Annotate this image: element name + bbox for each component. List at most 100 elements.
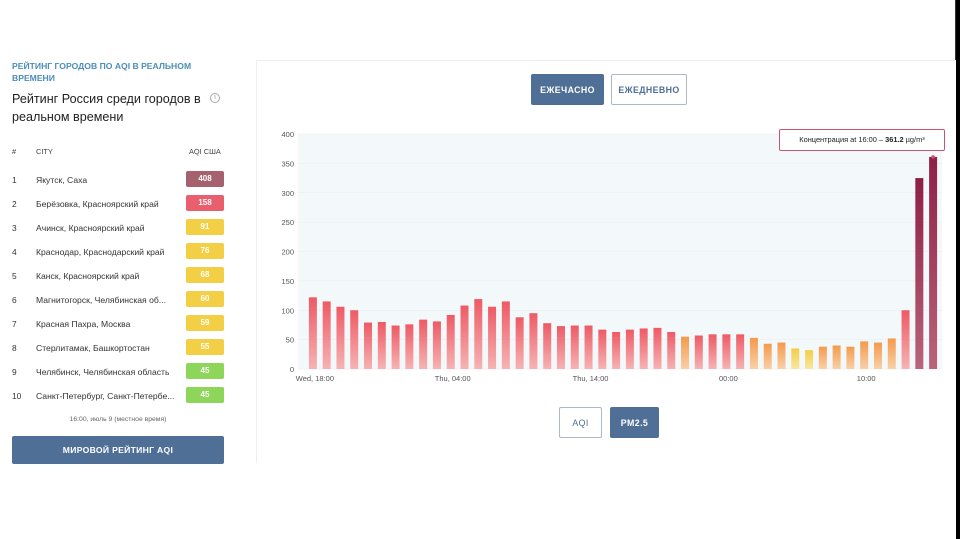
ranking-row[interactable]: 5 Канск, Красноярский край 68: [0, 266, 240, 290]
y-tick-label: 350: [281, 159, 294, 168]
ranking-row[interactable]: 9 Челябинск, Челябинская область 45: [0, 362, 240, 386]
chart-bar[interactable]: [901, 310, 910, 369]
aqi-badge: 45: [186, 363, 224, 379]
aqi-badge: 76: [186, 243, 224, 259]
ranking-row[interactable]: 2 Берёзовка, Красноярский край 158: [0, 194, 240, 218]
city-name[interactable]: Челябинск, Челябинская область: [36, 367, 170, 377]
chart-bar[interactable]: [736, 334, 745, 369]
chart-bar[interactable]: [929, 156, 938, 369]
chart-bar[interactable]: [308, 297, 317, 369]
ranking-row[interactable]: 7 Красная Пахра, Москва 59: [0, 314, 240, 338]
rank-number: 10: [12, 391, 22, 401]
ranking-row[interactable]: 8 Стерлитамак, Башкортостан 55: [0, 338, 240, 362]
ranking-title: Рейтинг Россия среди городов в реальном …: [12, 92, 201, 124]
chart-bar[interactable]: [460, 305, 469, 369]
chart-bar[interactable]: [529, 313, 538, 369]
chart-bar[interactable]: [543, 323, 552, 369]
ranking-subheading: РЕЙТИНГ ГОРОДОВ ПО AQI В РЕАЛЬНОМ ВРЕМЕН…: [12, 61, 192, 83]
ranking-row[interactable]: 4 Краснодар, Краснодарский край 76: [0, 242, 240, 266]
chart-bar[interactable]: [364, 322, 373, 369]
chart-bar[interactable]: [501, 301, 510, 369]
chart-bar[interactable]: [625, 329, 634, 369]
city-name[interactable]: Канск, Красноярский край: [36, 271, 140, 281]
chart-bar[interactable]: [432, 321, 441, 369]
chart-bar[interactable]: [832, 345, 841, 370]
city-name[interactable]: Ачинск, Красноярский край: [36, 223, 145, 233]
chart-bar[interactable]: [419, 319, 428, 369]
y-tick-label: 50: [286, 336, 294, 345]
chart-bar[interactable]: [873, 342, 882, 369]
chart-bar[interactable]: [708, 334, 717, 369]
chart-bar[interactable]: [653, 327, 662, 369]
aqi-badge: 60: [186, 291, 224, 307]
chart-bar[interactable]: [584, 325, 593, 369]
y-tick-label: 400: [281, 130, 294, 139]
x-tick-label: Thu, 14:00: [573, 374, 609, 383]
chart-bar[interactable]: [722, 334, 731, 369]
chart-bar[interactable]: [515, 317, 524, 369]
chart-bar[interactable]: [474, 299, 483, 369]
rank-number: 1: [12, 175, 17, 185]
city-ranking-panel: РЕЙТИНГ ГОРОДОВ ПО AQI В РЕАЛЬНОМ ВРЕМЕН…: [0, 52, 240, 467]
city-name[interactable]: Красная Пахра, Москва: [36, 319, 131, 329]
info-icon[interactable]: i: [210, 93, 220, 103]
x-tick-label: 00:00: [719, 374, 738, 383]
aqi-toggle-button[interactable]: AQI: [559, 407, 602, 438]
aqi-badge: 55: [186, 339, 224, 355]
chart-bar[interactable]: [446, 314, 455, 369]
chart-bar[interactable]: [639, 328, 648, 369]
chart-bar[interactable]: [818, 346, 827, 369]
chart-bar[interactable]: [860, 341, 869, 369]
daily-toggle-button[interactable]: ЕЖЕДНЕВНО: [611, 74, 687, 105]
y-tick-label: 200: [281, 248, 294, 257]
city-name[interactable]: Санкт-Петербург, Санкт-Петербе...: [36, 391, 175, 401]
pm25-toggle-button[interactable]: PM2.5: [610, 407, 659, 438]
chart-bar[interactable]: [887, 338, 896, 369]
y-tick-label: 100: [281, 306, 294, 315]
chart-bar[interactable]: [763, 343, 772, 369]
aqi-badge: 68: [186, 267, 224, 283]
aqi-badge: 158: [186, 195, 224, 211]
chart-bar[interactable]: [336, 306, 345, 369]
rank-number: 2: [12, 199, 17, 209]
rank-number: 5: [12, 271, 17, 281]
chart-bar[interactable]: [488, 306, 497, 369]
chart-bar[interactable]: [846, 346, 855, 369]
city-name[interactable]: Якутск, Саха: [36, 175, 88, 185]
chart-bar[interactable]: [350, 310, 359, 369]
chart-bar[interactable]: [612, 331, 621, 369]
chart-bar[interactable]: [915, 178, 924, 369]
rank-number: 8: [12, 343, 17, 353]
ranking-row[interactable]: 6 Магнитогорск, Челябинская об... 60: [0, 290, 240, 314]
chart-bar[interactable]: [667, 331, 676, 369]
city-name[interactable]: Краснодар, Краснодарский край: [36, 247, 165, 257]
chart-bar[interactable]: [405, 324, 414, 369]
chart-bar[interactable]: [391, 325, 400, 369]
ranking-row[interactable]: 1 Якутск, Саха 408: [0, 170, 240, 194]
chart-bar[interactable]: [805, 350, 814, 369]
chart-bar[interactable]: [377, 322, 386, 369]
chart-bar[interactable]: [791, 348, 800, 369]
rank-number: 4: [12, 247, 17, 257]
city-name[interactable]: Магнитогорск, Челябинская об...: [36, 295, 166, 305]
tooltip-prefix: Концентрация at 16:00 –: [799, 135, 886, 144]
chart-bar[interactable]: [749, 337, 758, 369]
chart-bar[interactable]: [556, 326, 565, 369]
ranking-row[interactable]: 10 Санкт-Петербург, Санкт-Петербе... 45: [0, 386, 240, 410]
chart-bar[interactable]: [694, 335, 703, 369]
y-tick-label: 150: [281, 277, 294, 286]
city-name[interactable]: Стерлитамак, Башкортостан: [36, 343, 150, 353]
x-tick-label: 10:00: [857, 374, 876, 383]
chart-bar[interactable]: [681, 336, 690, 369]
chart-bar[interactable]: [570, 325, 579, 369]
column-header-city: CITY: [36, 147, 53, 156]
hourly-toggle-button[interactable]: ЕЖЕЧАСНО: [531, 74, 604, 105]
chart-bar[interactable]: [322, 301, 331, 369]
chart-bar[interactable]: [777, 342, 786, 369]
chart-bar[interactable]: [598, 329, 607, 369]
rank-number: 6: [12, 295, 17, 305]
city-name[interactable]: Берёзовка, Красноярский край: [36, 199, 159, 209]
highlight-marker: [931, 155, 935, 159]
world-aqi-ranking-button[interactable]: МИРОВОЙ РЕЙТИНГ AQI: [12, 436, 224, 464]
ranking-row[interactable]: 3 Ачинск, Красноярский край 91: [0, 218, 240, 242]
